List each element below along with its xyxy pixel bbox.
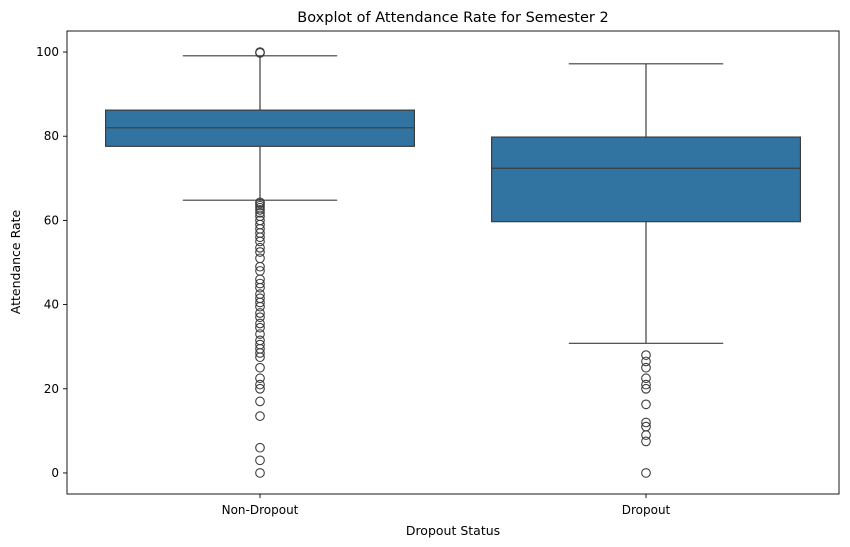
outlier-point-non-dropout [255, 383, 265, 394]
x-axis-ticks: Non-Dropout Dropout [222, 494, 671, 517]
outlier-point-dropout [641, 417, 651, 428]
box-group-dropout [491, 63, 801, 478]
outlier-point-non-dropout [255, 411, 265, 421]
outlier-point-non-dropout [255, 318, 265, 329]
outlier-point-non-dropout [255, 308, 265, 318]
y-tick-label: 100 [36, 45, 59, 59]
outlier-point-non-dropout [255, 396, 265, 407]
y-tick-label: 20 [44, 382, 59, 396]
outlier-point-dropout [641, 383, 651, 394]
outlier-point-non-dropout [255, 442, 265, 453]
y-axis-ticks: 0 20 40 60 80 100 [36, 45, 67, 480]
outlier-point-non-dropout [255, 253, 265, 264]
outlier-point-non-dropout [255, 322, 265, 333]
y-tick-label: 0 [51, 466, 59, 480]
outlier-point-non-dropout [255, 329, 265, 339]
outlier-point-dropout [641, 379, 651, 390]
outlier-point-non-dropout [255, 335, 265, 346]
outlier-point-non-dropout [255, 339, 265, 350]
y-tick-label: 80 [44, 129, 59, 143]
outlier-point-dropout [641, 421, 651, 432]
outlier-point-dropout [641, 350, 651, 360]
y-tick-label: 60 [44, 213, 59, 227]
outlier-point-non-dropout [255, 312, 265, 323]
outlier-point-dropout [641, 430, 651, 440]
outlier-point-dropout [641, 362, 651, 373]
outlier-point-non-dropout [255, 455, 265, 466]
chart-title: Boxplot of Attendance Rate for Semester … [297, 10, 608, 26]
outlier-point-dropout [641, 373, 651, 384]
outlier-point-dropout [641, 436, 651, 447]
box-group-non-dropout [104, 47, 415, 478]
outlier-point-non-dropout [255, 289, 265, 299]
x-tick-label: Non-Dropout [222, 503, 299, 517]
boxes-layer [104, 47, 801, 478]
outlier-point-non-dropout [255, 379, 265, 390]
outlier-point-dropout [641, 356, 651, 367]
outlier-point-non-dropout [255, 468, 265, 478]
outlier-point-non-dropout [255, 197, 265, 208]
outlier-point-non-dropout [255, 242, 265, 253]
outlier-point-non-dropout [255, 247, 265, 257]
outlier-point-dropout [641, 399, 651, 410]
outlier-point-non-dropout [255, 266, 265, 276]
y-axis-label: Attendance Rate [8, 209, 23, 314]
x-tick-label: Dropout [622, 503, 671, 517]
iqr-box-dropout [491, 136, 801, 223]
outlier-point-non-dropout [255, 373, 265, 384]
plot-frame [66, 30, 840, 495]
outlier-point-non-dropout [255, 278, 265, 289]
x-axis-label: Dropout Status [406, 523, 500, 538]
outlier-point-non-dropout [255, 48, 265, 58]
outlier-point-non-dropout [255, 207, 265, 218]
y-tick-label: 40 [44, 298, 59, 312]
outlier-point-non-dropout [255, 293, 265, 304]
outlier-point-dropout [641, 468, 651, 478]
outlier-point-non-dropout [255, 215, 265, 226]
outlier-point-non-dropout [255, 362, 265, 373]
